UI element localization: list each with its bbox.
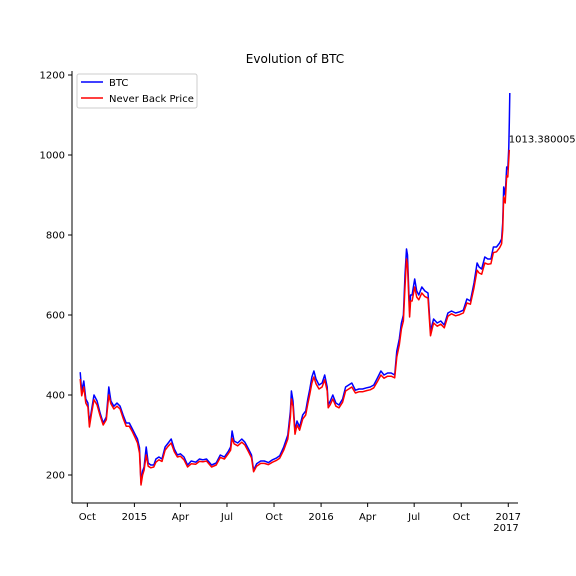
- y-tick-label: 600: [46, 311, 65, 322]
- y-tick-label: 800: [46, 231, 65, 242]
- x-tick-label: 2017: [496, 512, 521, 523]
- plot-lines: [79, 92, 511, 486]
- x-tick-label: Apr: [359, 512, 377, 523]
- x-tick-label: Oct: [453, 512, 470, 523]
- y-tick-label: 200: [46, 471, 65, 482]
- legend-label-btc: BTC: [109, 78, 128, 89]
- series-line-never-back-price: [79, 149, 511, 486]
- x-axis-ticks: Oct 2015 Apr Jul Oct 2016 Apr Jul Oct 2017: [79, 503, 521, 523]
- x-tick-label: Jul: [407, 512, 420, 523]
- x-tick-label: 2015: [122, 512, 147, 523]
- legend-label-never-back-price: Never Back Price: [109, 94, 194, 105]
- x-tick-label: Oct: [79, 512, 96, 523]
- x-tick-label: 2016: [308, 512, 333, 523]
- legend: BTC Never Back Price: [76, 73, 198, 109]
- y-axis-ticks: 200 400 600 800 1000 1200: [40, 71, 72, 482]
- chart-title: Evolution of BTC: [246, 52, 344, 66]
- y-tick-label: 1200: [40, 71, 65, 82]
- y-tick-label: 400: [46, 391, 65, 402]
- x-tick-label: Jul: [220, 512, 233, 523]
- legend-box: [76, 73, 198, 109]
- x-tick-label: Apr: [172, 512, 190, 523]
- x-offset-label: 2017: [493, 523, 518, 534]
- last-value-annotation: 1013.38000500: [509, 135, 576, 146]
- y-tick-label: 1000: [40, 151, 65, 162]
- x-tick-label: Oct: [265, 512, 282, 523]
